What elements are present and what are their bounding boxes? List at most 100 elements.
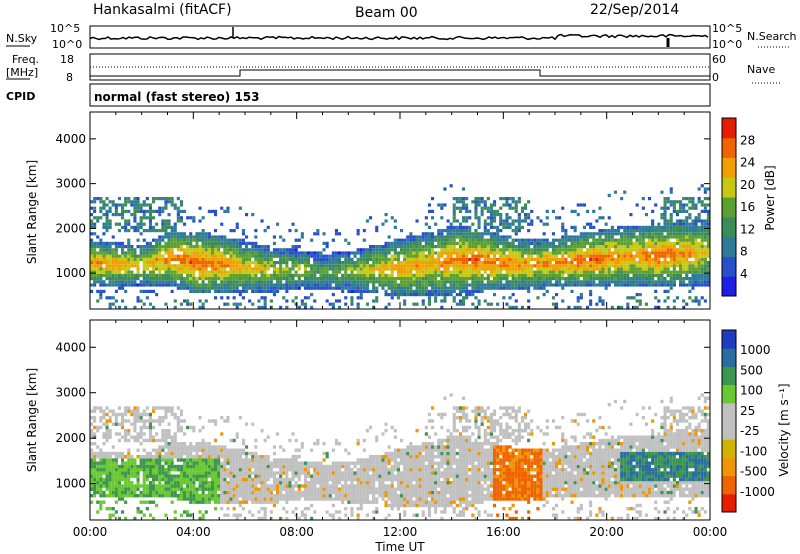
power-cell: [669, 229, 673, 233]
power-cell: [207, 286, 211, 290]
power-cell: [260, 251, 264, 255]
power-cell: [344, 277, 348, 281]
power-cell: [440, 283, 444, 287]
power-cell: [248, 277, 252, 281]
power-cell: [152, 305, 156, 309]
power-cell: [307, 270, 311, 274]
power-cell: [161, 206, 165, 210]
power-cell: [452, 264, 456, 268]
power-cell: [632, 241, 636, 245]
power-cell: [648, 267, 652, 271]
power-cell: [375, 248, 379, 252]
power-cell: [263, 261, 267, 265]
power-cell: [136, 270, 140, 274]
power-cell: [443, 264, 447, 268]
power-cell: [592, 235, 596, 239]
velocity-cell: [183, 442, 187, 446]
power-cell: [502, 286, 506, 290]
power-cell: [189, 277, 193, 281]
power-cell: [276, 222, 280, 226]
power-cell: [145, 283, 149, 287]
velocity-cell: [142, 490, 146, 495]
power-cell: [421, 238, 425, 242]
power-cell: [573, 241, 577, 245]
power-cell: [102, 280, 106, 284]
power-cell: [672, 251, 676, 255]
power-cell: [468, 232, 472, 236]
power-cell: [517, 257, 521, 261]
power-cell: [669, 216, 673, 220]
power-cell: [648, 232, 652, 236]
power-cell: [626, 296, 630, 300]
velocity-cell: [148, 500, 152, 504]
velocity-cell: [114, 422, 118, 426]
power-cell: [586, 270, 590, 274]
colorbar-swatch: [722, 256, 736, 277]
power-cell: [158, 241, 162, 245]
power-cell: [505, 238, 509, 242]
power-cell: [269, 251, 273, 255]
power-cell: [325, 261, 329, 265]
power-cell: [347, 264, 351, 268]
power-cell: [669, 200, 673, 204]
power-cell: [514, 200, 518, 204]
power-cell: [604, 280, 608, 284]
power-cell: [480, 277, 484, 281]
velocity-cell: [220, 451, 224, 456]
power-cell: [635, 251, 639, 255]
power-cell: [241, 296, 245, 300]
velocity-cell: [223, 481, 227, 485]
power-cell: [598, 280, 602, 284]
power-cell: [672, 273, 676, 277]
power-cell: [412, 280, 416, 284]
power-cell: [167, 277, 171, 281]
power-cell: [657, 254, 661, 258]
power-cell: [679, 257, 683, 261]
velocity-cell: [142, 419, 146, 423]
colorbar-swatch: [722, 137, 736, 159]
power-cell: [152, 225, 156, 229]
power-cell: [672, 235, 676, 239]
power-cell: [610, 257, 614, 261]
power-cell: [452, 241, 456, 245]
power-cell: [421, 248, 425, 252]
power-cell: [102, 245, 106, 249]
velocity-cell: [99, 458, 103, 462]
power-cell: [403, 283, 407, 287]
power-cell: [524, 277, 528, 281]
power-cell: [462, 264, 466, 268]
power-cell: [409, 267, 413, 271]
power-cell: [415, 241, 419, 245]
power-cell: [517, 283, 521, 287]
power-cell: [124, 283, 128, 287]
power-cell: [431, 235, 435, 239]
power-cell: [164, 302, 168, 306]
velocity-cell: [217, 497, 221, 501]
power-cell: [347, 277, 351, 281]
power-cell: [623, 283, 627, 287]
power-cell: [502, 222, 506, 226]
velocity-cell: [124, 464, 128, 469]
power-cell: [431, 245, 435, 249]
power-cell: [672, 280, 676, 284]
power-cell: [629, 232, 633, 236]
power-cell: [443, 248, 447, 252]
velocity-cell: [179, 484, 183, 488]
power-cell: [672, 241, 676, 245]
power-cell: [161, 280, 165, 284]
power-cell: [480, 248, 484, 252]
power-cell: [145, 273, 149, 277]
velocity-cell: [204, 494, 208, 498]
power-cell: [412, 261, 416, 265]
power-cell: [186, 245, 190, 249]
power-cell: [570, 289, 574, 293]
power-cell: [555, 270, 559, 274]
velocity-cell: [229, 471, 233, 475]
power-cell: [223, 280, 227, 284]
velocity-cell: [207, 474, 211, 478]
power-cell: [427, 261, 431, 265]
power-cell: [458, 270, 462, 274]
power-cell: [93, 200, 97, 204]
velocity-cell: [152, 409, 156, 413]
power-cell: [375, 245, 379, 249]
